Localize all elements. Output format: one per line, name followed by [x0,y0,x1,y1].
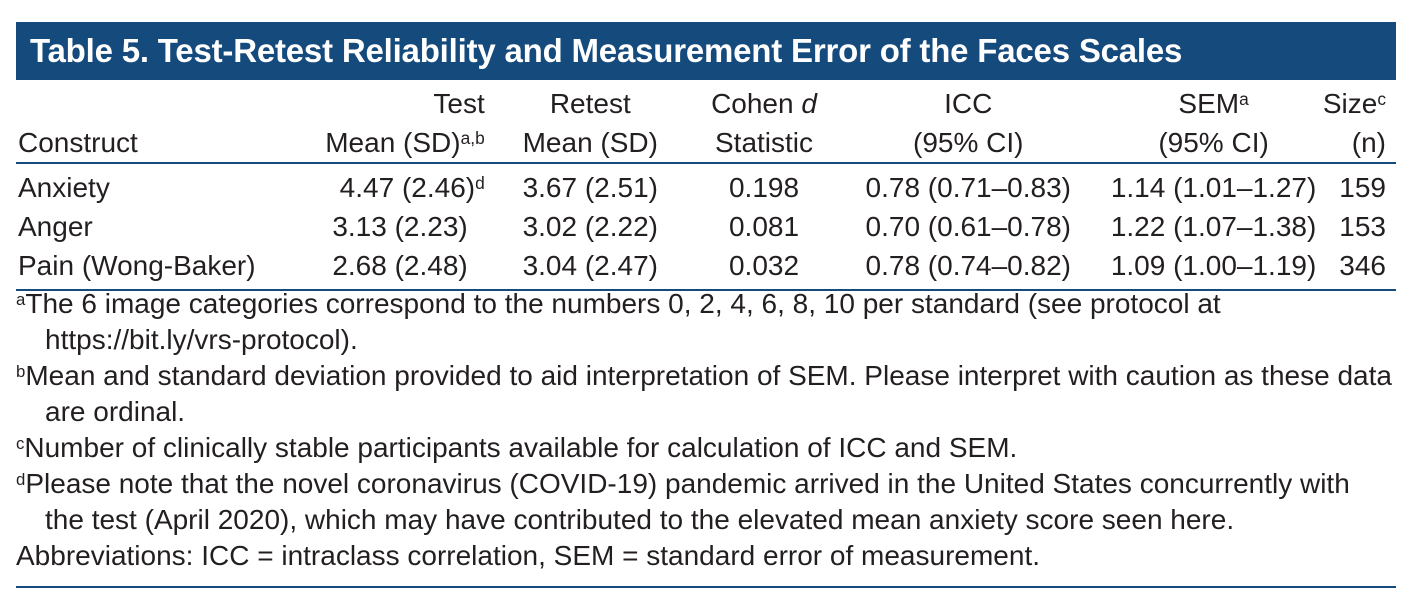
header-size-line1: Size [1322,88,1378,119]
header-icc: ICC (95% CI) [832,84,1105,164]
cell-cohen-d: 0.032 [695,246,833,291]
table-footnotes: aThe 6 image categories correspond to th… [16,286,1396,574]
cell-construct: Anxiety [18,172,110,203]
header-test-footnote: a,b [460,128,485,149]
footnote-text: The 6 image categories correspond to the… [25,288,1221,355]
header-sem-footnote: a [1239,89,1249,110]
header-retest-line2: Mean (SD) [522,127,658,158]
cell-test-value: 2.68 (2.48) [332,250,468,281]
cell-cohen-d: 0.198 [728,172,800,203]
header-test: Test Mean (SD)a,b [284,84,485,164]
header-cohen-italic: d [801,88,817,119]
footnote-text: Please note that the novel coronavirus (… [25,468,1350,535]
bottom-rule [16,586,1396,588]
cell-sem: 1.14 (1.01–1.27) [1110,172,1317,203]
footnote-b: bMean and standard deviation provided to… [16,358,1396,430]
footnote-c: cNumber of clinically stable participant… [16,430,1396,466]
cell-construct: Anger [18,211,93,242]
cell-test-value: 4.47 (2.46) [339,172,476,203]
header-sem-line2: (95% CI) [1158,127,1269,158]
cell-icc: 0.70 (0.61–0.78) [865,211,1072,242]
table-title: Table 5. Test-Retest Reliability and Mea… [16,22,1396,80]
cell-test-value: 3.13 (2.23) [332,211,468,242]
cell-test-footnote: d [475,173,485,194]
footnote-text: Number of clinically stable participants… [24,432,1018,463]
header-size: Sizec (n) [1322,84,1396,164]
cell-retest: 3.04 (2.47) [484,246,696,291]
cell-size: 153 [1339,211,1386,242]
header-test-line1: Test [433,88,485,119]
cell-size: 159 [1339,172,1386,203]
footnote-marker: d [16,470,26,490]
footnote-marker: a [16,290,26,310]
reliability-table: Construct Test Mean (SD)a,b Retest Mean … [16,84,1396,291]
cell-retest: 3.02 (2.22) [522,211,658,242]
header-icc-line1: ICC [944,88,993,119]
header-test-line2: Mean (SD) [325,127,461,158]
header-sem: SEMa (95% CI) [1104,84,1323,164]
header-sem-line1: SEM [1178,88,1240,119]
header-icc-line2: (95% CI) [913,127,1024,158]
cell-cohen-d: 0.081 [728,211,800,242]
cell-test: 3.13 (2.23) [285,207,485,246]
cell-size: 346 [1322,246,1396,291]
cell-icc: 0.78 (0.71–0.83) [865,172,1072,203]
header-retest-line1: Retest [549,88,631,119]
footnote-marker: b [16,362,26,382]
footnote-d: dPlease note that the novel coronavirus … [16,466,1396,538]
header-construct: Construct [16,84,285,164]
cell-sem: 1.22 (1.07–1.38) [1110,211,1317,242]
cell-test: 4.47 (2.46)d [285,163,485,207]
cell-construct: Pain (Wong-Baker) [16,246,285,291]
table-row: Pain (Wong-Baker) 2.68 (2.48) 3.04 (2.47… [16,246,1396,291]
header-cohen-d: Cohen d Statistic [695,84,833,164]
table-row: Anxiety 4.47 (2.46)d 3.67 (2.51) 0.198 0… [16,163,1396,207]
header-retest: Retest Mean (SD) [484,84,696,164]
header-cohen-line2: Statistic [714,127,814,158]
footnote-text: Mean and standard deviation provided to … [25,360,1392,427]
header-cohen-prefix: Cohen [711,88,802,119]
cell-test: 2.68 (2.48) [284,246,485,291]
table-row: Anger 3.13 (2.23) 3.02 (2.22) 0.081 0.70… [16,207,1396,246]
footnote-marker: c [16,434,25,454]
header-size-line2: (n) [1351,127,1386,158]
cell-sem: 1.09 (1.00–1.19) [1104,246,1323,291]
cell-retest: 3.67 (2.51) [522,172,658,203]
header-row: Construct Test Mean (SD)a,b Retest Mean … [16,84,1396,164]
cell-icc: 0.78 (0.74–0.82) [832,246,1105,291]
footnote-a: aThe 6 image categories correspond to th… [16,286,1396,358]
abbreviations-note: Abbreviations: ICC = intraclass correlat… [16,540,1040,571]
header-construct-label: Construct [18,127,138,158]
header-size-footnote: c [1377,89,1386,110]
